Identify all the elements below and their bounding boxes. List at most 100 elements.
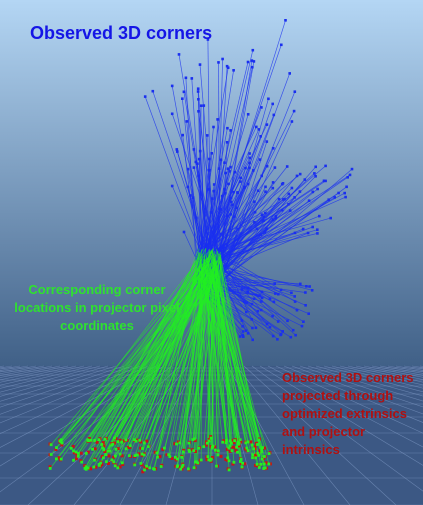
pixel-corner-53 xyxy=(163,446,166,450)
pixel-corner-48 xyxy=(113,436,116,440)
pixel-corner-61 xyxy=(202,445,206,449)
pixel-ray-lines xyxy=(49,247,270,470)
pixel-corner-32 xyxy=(134,439,138,443)
observed-corner-87 xyxy=(197,174,200,178)
observed-corner-202 xyxy=(281,330,284,333)
observed-corner-135 xyxy=(255,227,259,231)
pixel-corner-99 xyxy=(59,457,63,461)
pixel-ray-122 xyxy=(168,248,207,455)
observed-corner-39 xyxy=(181,133,184,137)
observed-ray-200 xyxy=(218,250,257,328)
observed-ray-162 xyxy=(201,173,301,255)
observed-corner-25 xyxy=(232,69,235,72)
projected-corner-60 xyxy=(112,455,116,459)
observed-corner-60 xyxy=(226,167,230,170)
projected-corner-46 xyxy=(254,454,258,457)
observed-corner-110 xyxy=(228,227,231,231)
observed-corner-29 xyxy=(260,174,263,178)
projected-corner-58 xyxy=(205,458,209,462)
pixel-ray-115 xyxy=(211,249,270,465)
pixel-corner-58 xyxy=(207,458,211,462)
observed-corner-111 xyxy=(260,213,264,216)
projected-corner-93 xyxy=(219,454,223,458)
projected-corner-9 xyxy=(232,441,236,445)
pixel-corner-167 xyxy=(244,441,248,445)
observed-corner-16 xyxy=(170,112,174,116)
pixel-corner-13 xyxy=(181,463,185,467)
pixel-corner-81 xyxy=(236,450,239,454)
pixel-corner-121 xyxy=(227,468,231,472)
observed-corner-194 xyxy=(246,287,250,290)
pixel-corner-168 xyxy=(191,438,195,441)
pixel-corner-67 xyxy=(111,442,115,446)
observed-corner-75 xyxy=(288,72,291,75)
grid-line xyxy=(259,365,423,466)
projected-corner-67 xyxy=(113,441,117,445)
pixel-corner-27 xyxy=(213,448,217,452)
observed-corner-176 xyxy=(274,214,278,218)
observed-corner-27 xyxy=(199,104,203,107)
pixel-corner-126 xyxy=(110,458,114,462)
observed-corner-211 xyxy=(240,319,244,322)
pixel-corner-137 xyxy=(104,453,108,456)
observed-corner-115 xyxy=(293,196,296,199)
pixel-corner-93 xyxy=(216,453,220,457)
observed-corner-82 xyxy=(258,158,262,161)
grid-line xyxy=(0,365,117,402)
projected-corner-64 xyxy=(207,438,211,441)
pixel-corner-144 xyxy=(232,460,236,464)
pixel-corner-24 xyxy=(260,450,264,453)
observed-corner-112 xyxy=(324,179,327,183)
pixel-corner-63 xyxy=(261,446,264,449)
observed-corner-181 xyxy=(233,215,236,219)
observed-corner-213 xyxy=(279,288,283,292)
pixel-ray-62 xyxy=(59,253,204,442)
pixel-ray-129 xyxy=(210,260,218,461)
pixel-ray-98 xyxy=(87,260,210,441)
pixel-corner-26 xyxy=(260,457,264,461)
pixel-corner-36 xyxy=(89,438,93,442)
observed-ray-149 xyxy=(220,200,310,272)
pixel-corner-158 xyxy=(84,467,88,471)
observed-ray-66 xyxy=(185,77,198,277)
projected-corner-156 xyxy=(237,444,241,448)
observed-corner-231 xyxy=(291,328,295,332)
pixel-corner-162 xyxy=(102,448,106,452)
pixel-corner-157 xyxy=(216,449,220,453)
grid-line xyxy=(251,365,423,492)
pixel-corner-73 xyxy=(74,450,78,454)
observed-corner-62 xyxy=(192,148,196,151)
projected-corner-53 xyxy=(161,447,165,451)
grid-line xyxy=(243,365,397,505)
observed-corner-86 xyxy=(191,196,195,199)
observed-corner-57 xyxy=(189,194,192,197)
observed-corner-73 xyxy=(198,63,202,66)
pixel-corner-136 xyxy=(192,466,196,470)
observed-corner-70 xyxy=(255,125,258,129)
observed-corner-14 xyxy=(185,120,188,123)
pixel-corner-101 xyxy=(179,467,183,471)
grid-line xyxy=(291,365,423,415)
projected-corner-137 xyxy=(107,454,111,458)
pixel-ray-164 xyxy=(214,271,237,448)
observed-corner-67 xyxy=(265,140,269,143)
observed-corner-85 xyxy=(280,182,284,186)
observed-ray-7 xyxy=(152,91,210,260)
projected-corner-44 xyxy=(139,446,143,450)
pixel-corner-116 xyxy=(197,446,201,450)
observed-corner-4 xyxy=(284,19,287,22)
projected-corner-108 xyxy=(143,466,147,470)
pixel-ray-167 xyxy=(206,268,247,443)
observed-corner-9 xyxy=(246,113,250,116)
observed-corner-229 xyxy=(268,297,272,301)
pixel-corner-104 xyxy=(252,447,256,451)
observed-corner-78 xyxy=(265,123,269,126)
pixel-corner-108 xyxy=(145,464,148,468)
observed-corner-points xyxy=(143,19,354,342)
observed-corner-132 xyxy=(345,185,348,189)
observed-corner-200 xyxy=(254,326,258,330)
observed-corner-157 xyxy=(217,167,221,170)
pixel-ray-131 xyxy=(206,260,215,444)
observed-corner-56 xyxy=(202,104,206,107)
observed-corner-228 xyxy=(293,295,296,298)
